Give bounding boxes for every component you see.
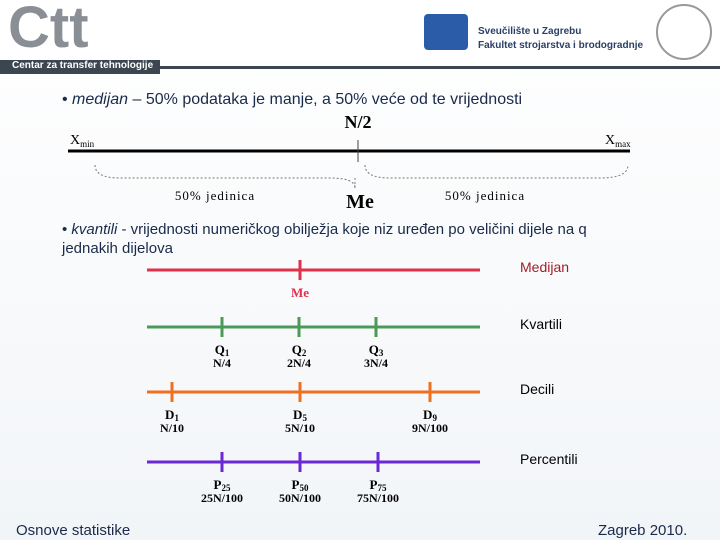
brace [364, 164, 629, 179]
tick-fraction: N/4 [213, 356, 231, 370]
sub: 1 [225, 348, 230, 358]
brace [94, 164, 356, 189]
sub: 3 [379, 348, 384, 358]
tick-fraction: N/10 [160, 421, 184, 435]
left-label: 50% jedinica [175, 188, 255, 203]
center-label: N/2 [345, 112, 372, 132]
footer-right: Zagreb 2010. [598, 522, 688, 539]
line-name: Kvartili [520, 316, 562, 332]
tick-symbol: Q2 [292, 342, 307, 358]
tick-fraction: 75N/100 [357, 491, 399, 505]
sub: 50 [299, 483, 309, 493]
tick-fraction: 9N/100 [412, 421, 448, 435]
quantile-lines: MedijanMeKvartiliQ1N/4Q22N/4Q33N/4Decili… [147, 259, 578, 505]
sub: 75 [377, 483, 387, 493]
min-label: Xmin [70, 133, 95, 149]
tick-symbol: Me [291, 285, 309, 300]
tick-fraction: 5N/10 [285, 421, 315, 435]
logo: Ctt [8, 0, 89, 60]
symbol: P [292, 477, 300, 492]
tick-fraction: 25N/100 [201, 491, 243, 505]
symbol: Q [215, 342, 225, 357]
seal [656, 4, 712, 60]
logo-subtitle: Centar za transfer tehnologije [12, 60, 154, 71]
tick-symbol: P25 [214, 477, 231, 493]
faculty-logo [424, 14, 468, 50]
symbol: X [605, 133, 615, 148]
bullet-text: - vrijednosti numeričkog obilježja koje … [62, 221, 587, 257]
tick-symbol: D1 [165, 407, 179, 423]
tick-symbol: D9 [423, 407, 437, 423]
tick-symbol: P50 [292, 477, 309, 493]
tick-symbol: P75 [370, 477, 387, 493]
sub: 9 [432, 413, 437, 423]
faculty: Fakultet strojarstva i brodogradnje [478, 40, 644, 51]
tick-fraction: 2N/4 [287, 356, 311, 370]
bottom-label: Me [346, 191, 374, 213]
line-name: Percentili [520, 451, 578, 467]
max-label: Xmax [605, 133, 631, 149]
tick-symbol: Q1 [215, 342, 230, 358]
sub: 25 [221, 483, 231, 493]
bullet: • medijan – 50% podataka je manje, a 50%… [62, 91, 523, 108]
tick-fraction: 50N/100 [279, 491, 321, 505]
symbol: Q [369, 342, 379, 357]
university: Sveučilište u Zagrebu [478, 26, 582, 37]
symbol: P [214, 477, 222, 492]
symbol: Q [292, 342, 302, 357]
sub: 2 [302, 348, 307, 358]
footer-left: Osnove statistike [16, 522, 131, 539]
bullet-term: medijan [72, 91, 129, 108]
symbol: Me [291, 285, 309, 300]
bullet-text: – 50% podataka je manje, a 50% veće od t… [128, 91, 523, 108]
sub: 5 [302, 413, 307, 423]
symbol: D [423, 407, 432, 422]
tick-fraction: 3N/4 [364, 356, 388, 370]
sub: 1 [174, 413, 179, 423]
header-rule [160, 66, 720, 69]
sub: min [80, 139, 95, 149]
line-name: Medijan [520, 259, 569, 275]
bullet-term: kvantili [71, 221, 118, 238]
sub: max [615, 139, 631, 149]
right-label: 50% jedinica [445, 188, 525, 203]
symbol: X [70, 133, 80, 148]
header-band [0, 0, 720, 60]
tick-symbol: D5 [293, 407, 307, 423]
logo-bar [0, 60, 160, 74]
symbol: D [293, 407, 302, 422]
symbol: P [370, 477, 378, 492]
tick-symbol: Q3 [369, 342, 384, 358]
line-name: Decili [520, 381, 554, 397]
bullet: • kvantili - vrijednosti numeričkog obil… [62, 221, 587, 257]
symbol: D [165, 407, 174, 422]
